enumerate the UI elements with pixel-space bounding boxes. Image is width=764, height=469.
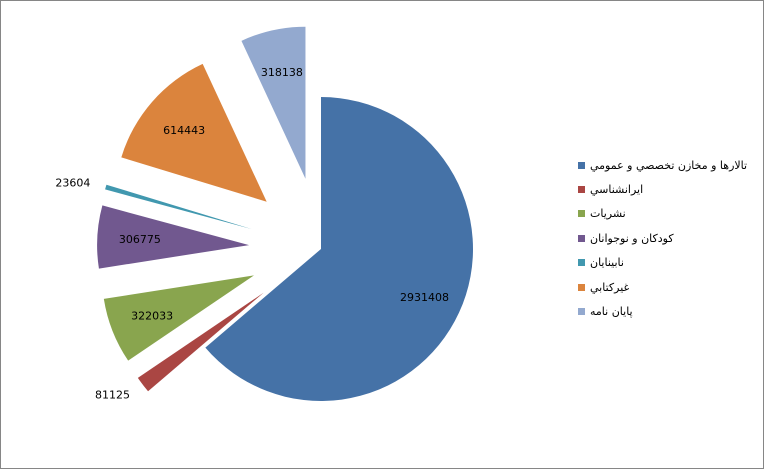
- pie-slice-6: [121, 63, 267, 202]
- legend-label: ايرانشناسي: [590, 183, 644, 197]
- legend-label: غيركتابي: [590, 280, 630, 294]
- legend-label: پايان نامه: [590, 305, 633, 319]
- legend: تالارها و مخازن تخصصي و عمومي ايرانشناسي ن…: [578, 153, 758, 324]
- legend-swatch: [578, 161, 585, 169]
- pie-slice-2: [137, 292, 264, 392]
- pie-slice-4: [97, 205, 250, 269]
- legend-swatch: [578, 234, 585, 242]
- data-label-2: 81125: [95, 388, 130, 401]
- legend-item: تالارها و مخازن تخصصي و عمومي: [578, 153, 758, 177]
- pie-slice-3: [103, 275, 255, 361]
- pie-slice-1: [205, 97, 474, 401]
- data-label-7: 318138: [261, 66, 303, 79]
- legend-label: نشريات: [590, 207, 626, 221]
- legend-swatch: [578, 186, 585, 194]
- legend-swatch: [578, 308, 585, 316]
- legend-label: تالارها و مخازن تخصصي و عمومي: [590, 158, 748, 172]
- legend-item: ايرانشناسي: [578, 177, 758, 201]
- legend-label: نابينايان: [590, 256, 624, 270]
- legend-item: نابينايان: [578, 251, 758, 275]
- pie-slice-5: [105, 184, 252, 230]
- data-label-1: 2931408: [400, 291, 449, 304]
- legend-item: پايان نامه: [578, 299, 758, 323]
- legend-item: نشريات: [578, 202, 758, 226]
- legend-item: كودكان و نوجوانان: [578, 226, 758, 250]
- legend-swatch: [578, 210, 585, 218]
- legend-swatch: [578, 259, 585, 267]
- data-label-6: 614443: [163, 124, 205, 137]
- data-label-3: 322033: [131, 310, 173, 323]
- pie-slice-7: [241, 26, 306, 179]
- data-label-4: 306775: [119, 233, 161, 246]
- legend-label: كودكان و نوجوانان: [590, 231, 674, 245]
- legend-item: غيركتابي: [578, 275, 758, 299]
- data-label-5: 23604: [55, 177, 90, 190]
- legend-swatch: [578, 283, 585, 291]
